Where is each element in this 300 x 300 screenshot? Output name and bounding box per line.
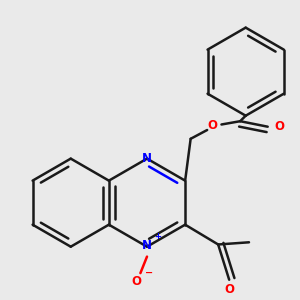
Text: O: O [224, 283, 234, 296]
Text: +: + [154, 232, 161, 241]
Text: −: − [145, 268, 153, 278]
Text: O: O [131, 275, 141, 288]
Text: O: O [208, 119, 218, 132]
Text: N: N [142, 152, 152, 165]
Text: O: O [275, 120, 285, 133]
Text: N: N [142, 239, 152, 252]
